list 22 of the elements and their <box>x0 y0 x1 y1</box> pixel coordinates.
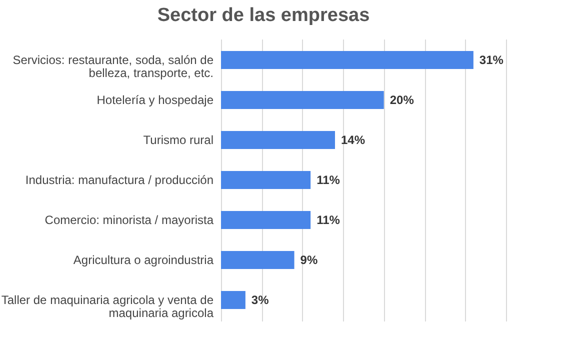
data-label: 14% <box>341 133 366 147</box>
y-tick-label: Taller de maquinaria agricola y venta de maquinaria agricola <box>1 293 214 320</box>
y-tick-label: Comercio: minorista / mayorista <box>44 213 214 227</box>
bar <box>221 291 246 309</box>
bar <box>221 91 384 109</box>
data-label: 11% <box>316 213 340 227</box>
bar <box>221 171 311 189</box>
bar <box>221 211 311 229</box>
data-label: 31% <box>479 53 504 67</box>
bar <box>221 251 294 269</box>
y-tick-label: Agricultura o agroindustria <box>73 253 214 267</box>
bar <box>221 131 335 149</box>
y-tick-label: Hotelería y hospedaje <box>96 93 214 107</box>
data-label: 11% <box>316 173 340 187</box>
data-label: 3% <box>251 293 270 307</box>
y-tick-label: Industria: manufactura / producción <box>25 173 214 187</box>
chart-title: Sector de las empresas <box>157 5 370 26</box>
y-tick-label: Servicios: restaurante, soda, salón de belleza, transporte, etc. <box>12 53 214 80</box>
bar <box>221 51 474 69</box>
data-label: 9% <box>300 253 318 267</box>
data-label: 20% <box>390 93 414 107</box>
y-tick-label: Turismo rural <box>143 133 214 147</box>
